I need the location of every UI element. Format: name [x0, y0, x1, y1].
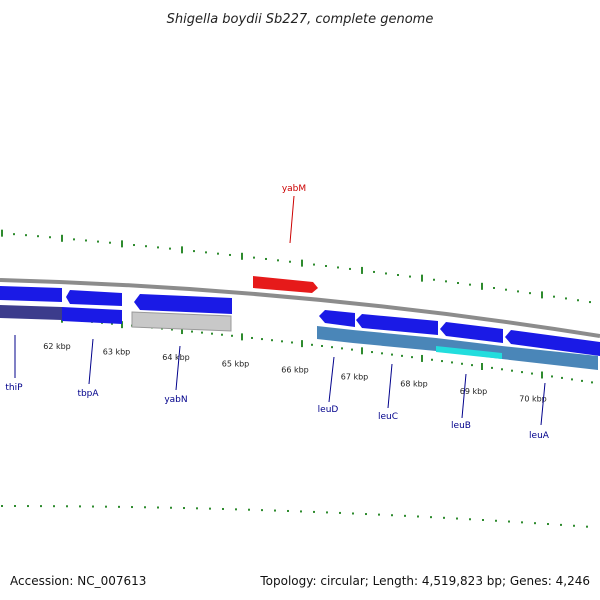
accession-text: Accession: NC_007613	[10, 574, 147, 588]
gene-label-leuD[interactable]: leuD	[318, 405, 339, 415]
gene-leuD-arrow[interactable]	[319, 310, 355, 327]
cds-leuB-highlight	[436, 346, 502, 359]
kbp-label-65: 65 kbp	[222, 359, 250, 368]
gene-leader-lines	[14, 195, 546, 426]
cds-tbpA-bar	[62, 307, 122, 324]
cds-yabN-bar	[131, 311, 232, 332]
kbp-label-69: 69 kbp	[460, 387, 488, 396]
bottom-tick-row	[1, 505, 588, 528]
gene-yabM-arrow[interactable]	[253, 276, 318, 293]
kbp-label-62: 62 kbp	[43, 342, 71, 351]
kbp-label-67: 67 kbp	[341, 372, 369, 381]
genome-backbone	[0, 278, 600, 338]
gene-label-leuB[interactable]: leuB	[451, 421, 471, 431]
genome-stats-text: Topology: circular; Length: 4,519,823 bp…	[260, 574, 590, 588]
gene-leuA-arrow[interactable]	[505, 330, 600, 356]
kbp-scale-labels: 62 kbp 63 kbp 64 kbp 65 kbp 66 kbp 67 kbp 68 k…	[43, 342, 547, 403]
gene-label-yabM[interactable]: yabM	[282, 184, 306, 194]
kbp-label-68: 68 kbp	[400, 379, 428, 388]
gene-label-thiP[interactable]: thiP	[5, 383, 23, 393]
gene-label-yabN[interactable]: yabN	[164, 395, 187, 405]
gene-yabN-arrow[interactable]	[134, 294, 232, 314]
gene-label-leuC[interactable]: leuC	[378, 412, 398, 422]
cds-leuD-bar	[317, 326, 353, 343]
upper-tick-row	[1, 229, 591, 304]
gene-label-leuA[interactable]: leuA	[529, 431, 550, 441]
kbp-label-66: 66 kbp	[281, 366, 309, 375]
kbp-label-70: 70 kbp	[519, 394, 547, 403]
gene-tbpA-arrow[interactable]	[66, 290, 122, 306]
kbp-label-63: 63 kbp	[103, 347, 131, 356]
cds-leuA-bar	[502, 346, 598, 370]
gene-label-tbpA[interactable]: tbpA	[77, 389, 99, 399]
gene-leuB-arrow[interactable]	[440, 322, 503, 343]
gene-leuC-arrow[interactable]	[356, 314, 438, 335]
gene-thiP-arrow[interactable]	[0, 286, 62, 302]
cds-leuC-bar	[353, 330, 436, 351]
kbp-label-64: 64 kbp	[162, 353, 190, 362]
cds-thiP-bar	[0, 305, 62, 320]
map-title: Shigella boydii Sb227, complete genome	[167, 12, 434, 27]
